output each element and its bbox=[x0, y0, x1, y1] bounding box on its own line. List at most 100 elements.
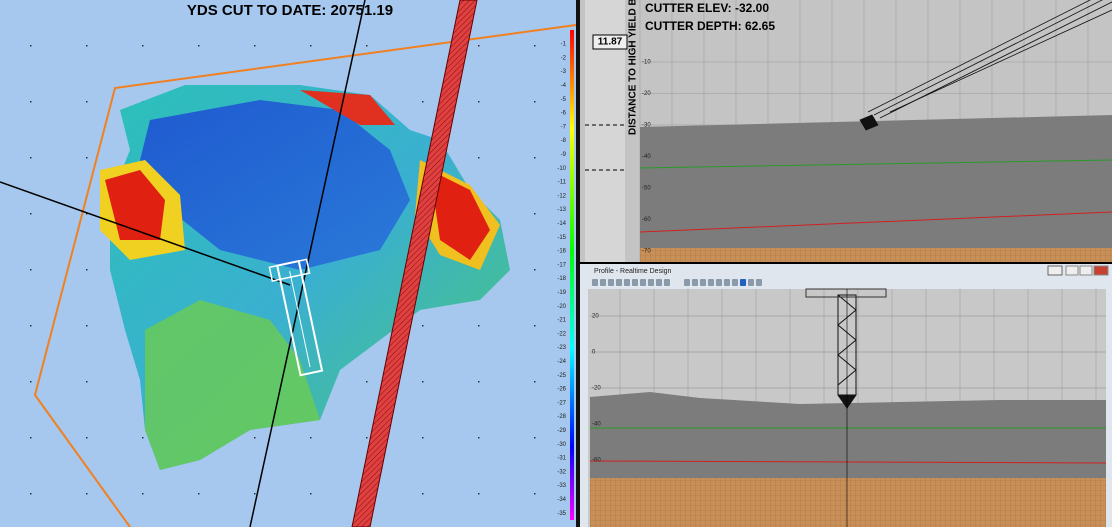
grid-dot bbox=[30, 493, 32, 495]
scale-label: -18 bbox=[557, 276, 566, 282]
scale-label: -17 bbox=[557, 262, 566, 268]
toolbar-button[interactable] bbox=[632, 279, 638, 286]
grid-dot bbox=[478, 101, 480, 103]
scale-label: -26 bbox=[557, 387, 566, 393]
scale-label: -20 bbox=[557, 304, 566, 310]
scale-label: -23 bbox=[557, 345, 566, 351]
range-line bbox=[0, 181, 291, 286]
toolbar-button[interactable] bbox=[608, 279, 614, 286]
scale-label: -10 bbox=[557, 166, 566, 172]
toolbar-button[interactable] bbox=[648, 279, 654, 286]
y-label: -50 bbox=[642, 186, 651, 192]
grid-dot bbox=[30, 269, 32, 271]
toolbar-button[interactable] bbox=[716, 279, 722, 286]
toolbar-button[interactable] bbox=[748, 279, 754, 286]
grid-dot bbox=[30, 101, 32, 103]
scale-label: -13 bbox=[557, 207, 566, 213]
grid-dot bbox=[422, 493, 424, 495]
dredge bbox=[268, 258, 324, 377]
y-label: -20 bbox=[592, 386, 601, 392]
toolbar-button[interactable] bbox=[600, 279, 606, 286]
toolbar-button[interactable] bbox=[640, 279, 646, 286]
scale-label: -5 bbox=[561, 97, 567, 103]
toolbar-button[interactable] bbox=[724, 279, 730, 286]
cutter-ladder bbox=[859, 0, 1112, 131]
grid-dot bbox=[254, 45, 256, 47]
shallow-zone bbox=[105, 170, 165, 240]
maximize-button[interactable] bbox=[1079, 265, 1093, 276]
grid-dot bbox=[310, 493, 312, 495]
toolbar-button[interactable] bbox=[684, 279, 690, 286]
close-button[interactable] bbox=[1093, 265, 1109, 276]
profile-window: Profile - Realtime Design 20 0 -20 -40 -60 bbox=[580, 264, 1112, 527]
scale-label: -24 bbox=[557, 359, 566, 365]
toolbar-button[interactable] bbox=[592, 279, 598, 286]
grid-dot bbox=[86, 381, 88, 383]
shallow-zone bbox=[300, 90, 395, 125]
divider bbox=[576, 0, 580, 527]
toolbar-button[interactable] bbox=[656, 279, 662, 286]
y-label: -40 bbox=[642, 154, 651, 160]
grid-dot bbox=[422, 381, 424, 383]
design-line bbox=[639, 159, 1112, 169]
scale-label: -29 bbox=[557, 428, 566, 434]
y-label: 0 bbox=[592, 350, 596, 356]
sediment-layer bbox=[590, 478, 1106, 527]
grid-dot bbox=[30, 381, 32, 383]
scale-label: -11 bbox=[558, 180, 567, 186]
grid-dot bbox=[310, 437, 312, 439]
grid-dot bbox=[86, 157, 88, 159]
scale-label: -12 bbox=[557, 193, 566, 199]
grid-dot bbox=[142, 493, 144, 495]
pipeline-corridor bbox=[351, 0, 478, 527]
scale-label: -16 bbox=[557, 249, 566, 255]
grid-dot bbox=[86, 101, 88, 103]
bottom-surface bbox=[640, 115, 1112, 248]
toolbar-button[interactable] bbox=[624, 279, 630, 286]
minimize-button[interactable] bbox=[1065, 265, 1079, 276]
map-panel: YDS CUT TO DATE: 20751.19 -1 -2 -3 -4 -5 -6 -7… bbox=[0, 0, 577, 527]
bottom-surface bbox=[590, 392, 1106, 478]
toolbar-button[interactable] bbox=[692, 279, 698, 286]
scale-label: -33 bbox=[557, 483, 566, 489]
grid-dot bbox=[534, 493, 536, 495]
grid-dot bbox=[422, 101, 424, 103]
grid-dot bbox=[534, 269, 536, 271]
scale-label: -35 bbox=[557, 511, 566, 517]
toolbar-button[interactable] bbox=[664, 279, 670, 286]
grid-dot bbox=[86, 45, 88, 47]
toolbar-button[interactable] bbox=[740, 279, 746, 286]
grid-dot bbox=[534, 437, 536, 439]
y-label: -70 bbox=[642, 249, 651, 255]
grid-dot bbox=[534, 101, 536, 103]
y-label: -40 bbox=[592, 422, 601, 428]
y-label: -20 bbox=[642, 91, 651, 97]
grid-dot bbox=[142, 45, 144, 47]
profile-y-axis: 20 0 -20 -40 -60 bbox=[592, 314, 601, 464]
toolbar-button[interactable] bbox=[732, 279, 738, 286]
settings-button[interactable] bbox=[1047, 265, 1063, 276]
grid-dot bbox=[366, 45, 368, 47]
grid-dot bbox=[30, 157, 32, 159]
scale-label: -2 bbox=[561, 55, 567, 61]
scale-label: -22 bbox=[557, 331, 566, 337]
scale-label: -3 bbox=[561, 69, 567, 75]
grid-dot bbox=[478, 157, 480, 159]
toolbar-button[interactable] bbox=[756, 279, 762, 286]
toolbar bbox=[592, 279, 762, 286]
scale-label: -28 bbox=[557, 414, 566, 420]
scale-label: -32 bbox=[557, 469, 566, 475]
scale-label: -14 bbox=[557, 221, 566, 227]
toolbar-button[interactable] bbox=[700, 279, 706, 286]
grid-dot bbox=[310, 45, 312, 47]
scale-label: -31 bbox=[557, 456, 566, 462]
y-label: 20 bbox=[592, 314, 599, 320]
grid-dot bbox=[86, 269, 88, 271]
grid-dot bbox=[30, 325, 32, 327]
grid-dot bbox=[478, 325, 480, 327]
grid-dot bbox=[366, 437, 368, 439]
grid-dot bbox=[366, 381, 368, 383]
toolbar-button[interactable] bbox=[708, 279, 714, 286]
toolbar-button[interactable] bbox=[616, 279, 622, 286]
grid-dot bbox=[478, 437, 480, 439]
